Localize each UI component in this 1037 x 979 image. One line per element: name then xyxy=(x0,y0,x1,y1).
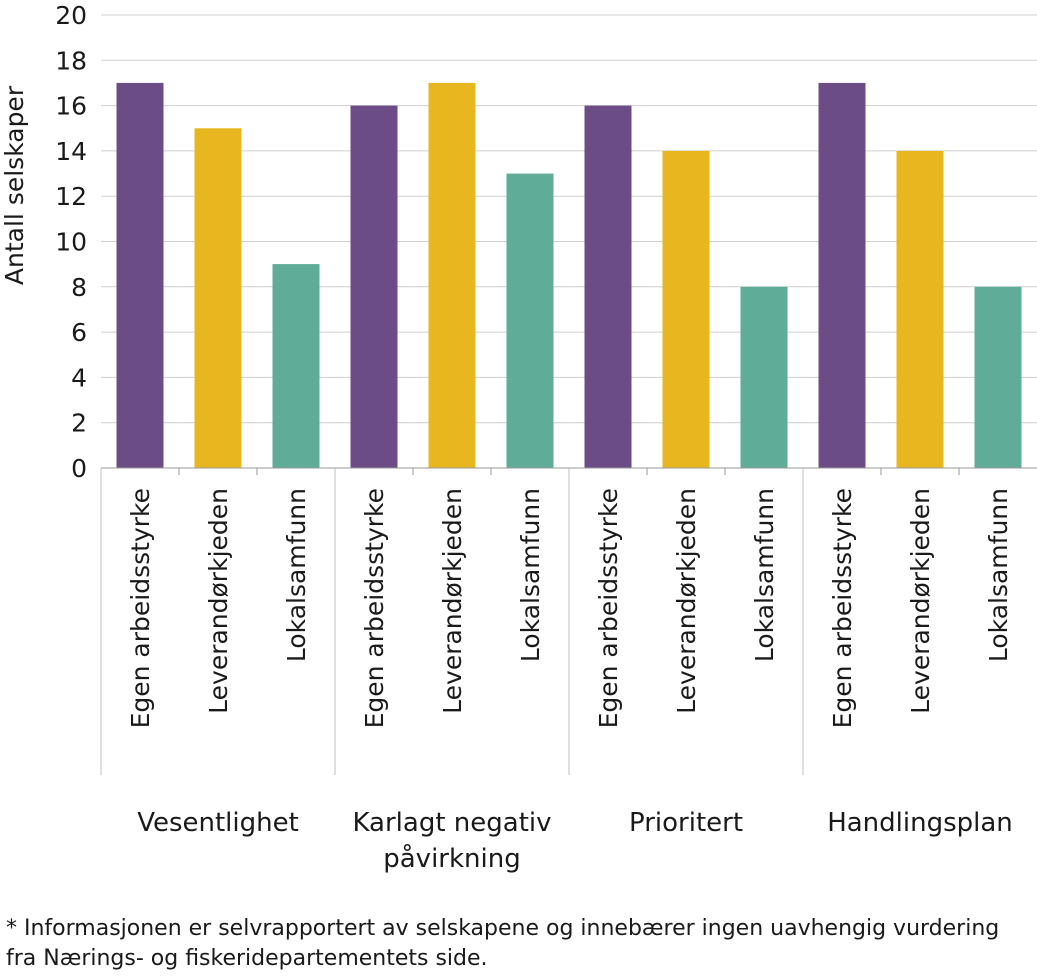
y-tick-label: 12 xyxy=(55,182,87,211)
y-tick-label: 0 xyxy=(71,454,87,483)
bar xyxy=(194,128,242,469)
bar xyxy=(662,150,710,468)
x-tick-label: Lokalsamfunn xyxy=(516,488,545,662)
x-tick-label: Egen arbeidsstyrke xyxy=(360,488,389,728)
bar-chart: 0 2 4 6 8 10 12 14 16 18 20 Antall selskaper Egen ar… xyxy=(0,1,1037,874)
y-tick-label: 4 xyxy=(71,363,87,392)
group-label: påvirkning xyxy=(383,843,520,874)
x-tick-label: Lokalsamfunn xyxy=(282,488,311,662)
group-label: Prioritert xyxy=(629,808,743,838)
x-tick-label: Leverandørkjeden xyxy=(204,488,233,714)
y-tick-label: 16 xyxy=(55,92,87,121)
bar xyxy=(740,286,788,468)
footnote: * Informasjonen er selvrapportert av sel… xyxy=(6,916,1000,971)
bar xyxy=(974,286,1022,468)
x-tick-label: Egen arbeidsstyrke xyxy=(828,488,857,728)
bar xyxy=(116,82,164,469)
bar xyxy=(818,82,866,469)
bar xyxy=(896,150,944,468)
group-label: Handlingsplan xyxy=(827,808,1013,838)
bar xyxy=(428,82,476,469)
y-tick-label: 20 xyxy=(55,1,87,30)
y-tick-label: 10 xyxy=(55,228,87,257)
bar xyxy=(584,105,632,468)
y-tick-label: 2 xyxy=(71,409,87,438)
x-tick-label: Leverandørkjeden xyxy=(906,488,935,714)
group-label: Karlagt negativ xyxy=(352,808,551,838)
bar xyxy=(506,173,554,468)
y-tick-label: 6 xyxy=(71,318,87,347)
x-tick-label: Egen arbeidsstyrke xyxy=(126,488,155,728)
x-tick-label: Egen arbeidsstyrke xyxy=(594,488,623,728)
x-tick-label: Leverandørkjeden xyxy=(672,488,701,714)
y-axis-label: Antall selskaper xyxy=(0,85,29,285)
y-tick-label: 18 xyxy=(55,46,87,75)
group-label: Vesentlighet xyxy=(137,808,299,838)
bar xyxy=(350,105,398,468)
y-tick-label: 8 xyxy=(71,273,87,302)
x-tick-label: Lokalsamfunn xyxy=(984,488,1013,662)
y-tick-label: 14 xyxy=(55,137,87,166)
x-tick-label: Leverandørkjeden xyxy=(438,488,467,714)
x-tick-label: Lokalsamfunn xyxy=(750,488,779,662)
bar xyxy=(272,264,320,468)
